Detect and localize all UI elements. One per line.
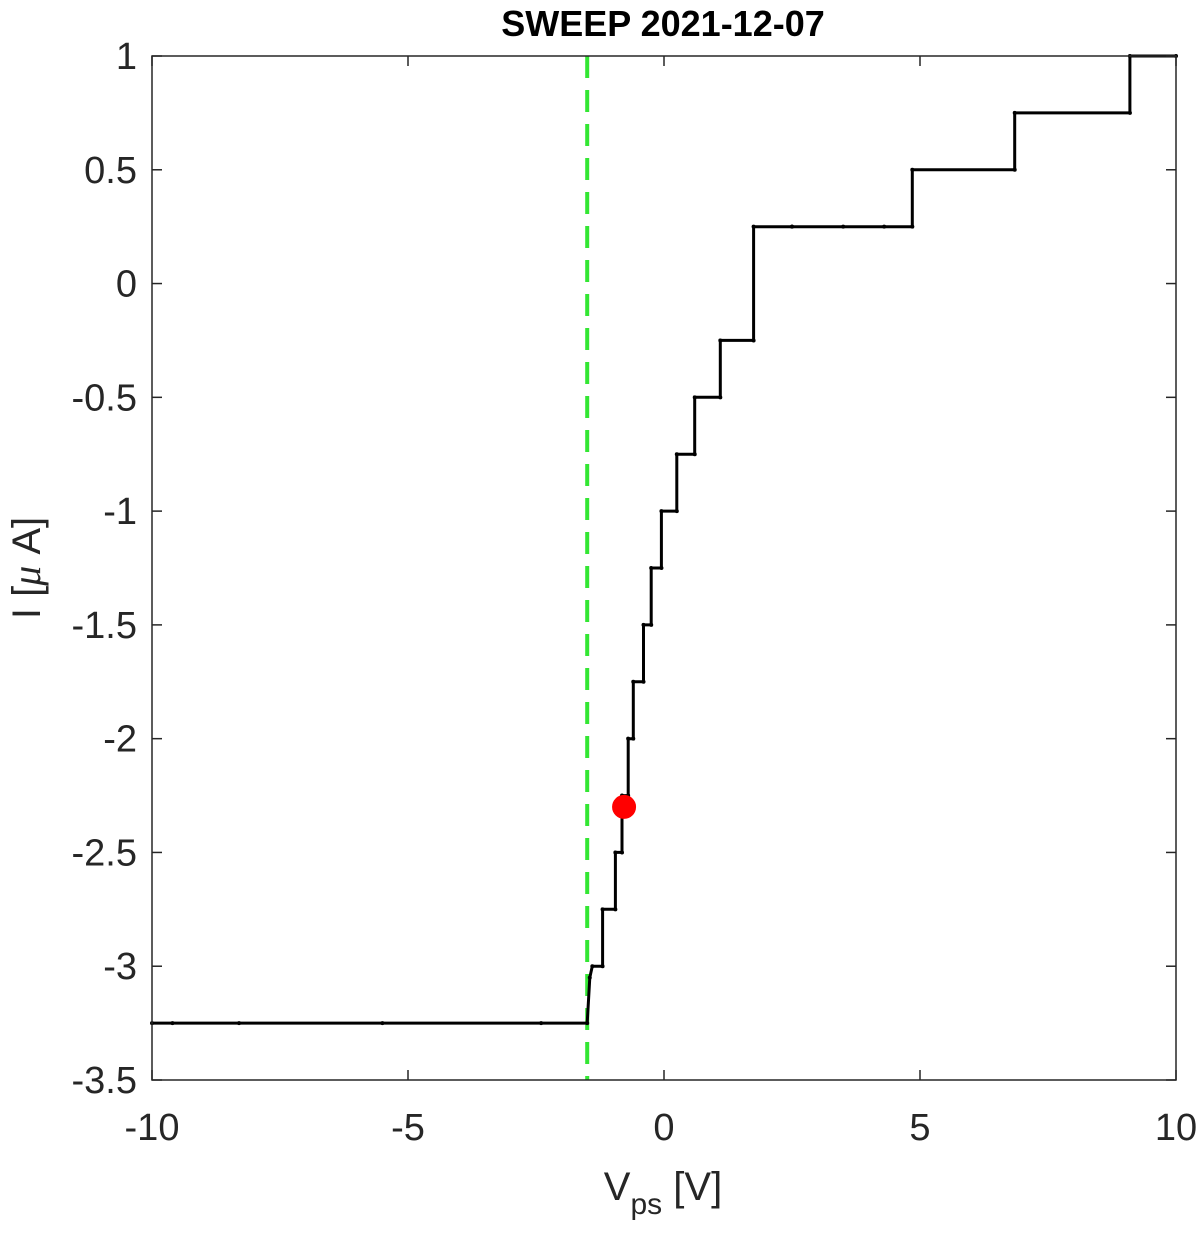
series-point bbox=[659, 509, 664, 514]
marker-layer bbox=[612, 794, 637, 819]
y-tick-label: -3.5 bbox=[72, 1060, 137, 1102]
series-point bbox=[751, 224, 756, 229]
series-point bbox=[1012, 110, 1017, 115]
series-point bbox=[659, 566, 664, 570]
series-point bbox=[237, 1021, 242, 1026]
series-point bbox=[718, 338, 723, 343]
series-point bbox=[910, 167, 915, 172]
y-tick-labels: -3.5 -3 -2.5 -2 -1.5 -1 -0.5 0 0.5 1 bbox=[72, 36, 137, 1102]
series-point bbox=[539, 1021, 544, 1026]
x-tick-label: 0 bbox=[653, 1107, 674, 1149]
series-point bbox=[674, 452, 679, 457]
series-point bbox=[718, 395, 723, 400]
y-tick-label: -0.5 bbox=[72, 377, 137, 419]
series-point bbox=[631, 679, 636, 684]
series-point bbox=[751, 338, 756, 343]
y-tick-label: 1 bbox=[116, 36, 137, 78]
series-point bbox=[613, 850, 618, 855]
chart-title: SWEEP 2021-12-07 bbox=[501, 3, 825, 44]
series-point bbox=[613, 907, 618, 912]
series-point bbox=[692, 395, 697, 400]
plot-background bbox=[152, 56, 1176, 1080]
x-tick-labels: -10 -5 0 5 10 bbox=[125, 1107, 1198, 1149]
series-point bbox=[1127, 110, 1132, 115]
y-tick-label: -2.5 bbox=[72, 832, 137, 874]
series-point bbox=[585, 1021, 590, 1026]
series-point bbox=[882, 224, 887, 229]
series-point bbox=[841, 224, 846, 229]
series-point bbox=[641, 622, 646, 627]
plot-area bbox=[150, 54, 1178, 1081]
x-axis-label-subscript: ps bbox=[630, 1188, 662, 1221]
y-axis-label-suffix: A] bbox=[5, 517, 49, 566]
y-tick-label: -1.5 bbox=[72, 605, 137, 647]
y-tick-label: -1 bbox=[103, 491, 137, 533]
x-tick-label: -5 bbox=[391, 1107, 425, 1149]
y-axis-label: I [μ A] bbox=[4, 517, 49, 619]
series-point bbox=[631, 736, 636, 741]
x-tick-label: 5 bbox=[909, 1107, 930, 1149]
series-point bbox=[641, 679, 646, 684]
series-point bbox=[1012, 167, 1017, 172]
x-tick-label: -10 bbox=[125, 1107, 180, 1149]
series-point bbox=[587, 975, 592, 980]
y-axis-label-prefix: I [ bbox=[5, 586, 49, 619]
series-point bbox=[692, 452, 697, 457]
series-point bbox=[170, 1021, 175, 1026]
y-tick-label: -3 bbox=[103, 946, 137, 988]
series-point bbox=[600, 964, 605, 969]
x-axis-label: Vps [V] bbox=[604, 1165, 722, 1221]
series-point bbox=[600, 907, 605, 912]
y-tick-label: 0.5 bbox=[84, 150, 137, 192]
highlight-marker bbox=[612, 794, 637, 819]
x-axis-label-unit: [V] bbox=[662, 1165, 722, 1209]
series-point bbox=[380, 1021, 385, 1026]
series-point bbox=[674, 509, 679, 514]
series-point bbox=[790, 224, 794, 229]
series-point bbox=[910, 224, 915, 229]
series-layer bbox=[150, 54, 1178, 1026]
series-point bbox=[620, 850, 625, 855]
tick-layer bbox=[151, 55, 1177, 1081]
series-point bbox=[649, 622, 654, 627]
y-axis-label-greek: μ bbox=[4, 566, 49, 587]
y-tick-label: 0 bbox=[116, 264, 137, 306]
y-tick-label: -2 bbox=[103, 719, 137, 761]
series-point bbox=[590, 964, 595, 969]
series-point bbox=[649, 566, 654, 570]
series-point bbox=[626, 736, 631, 741]
x-tick-label: 10 bbox=[1155, 1107, 1197, 1149]
x-axis-label-main: V bbox=[604, 1165, 631, 1209]
